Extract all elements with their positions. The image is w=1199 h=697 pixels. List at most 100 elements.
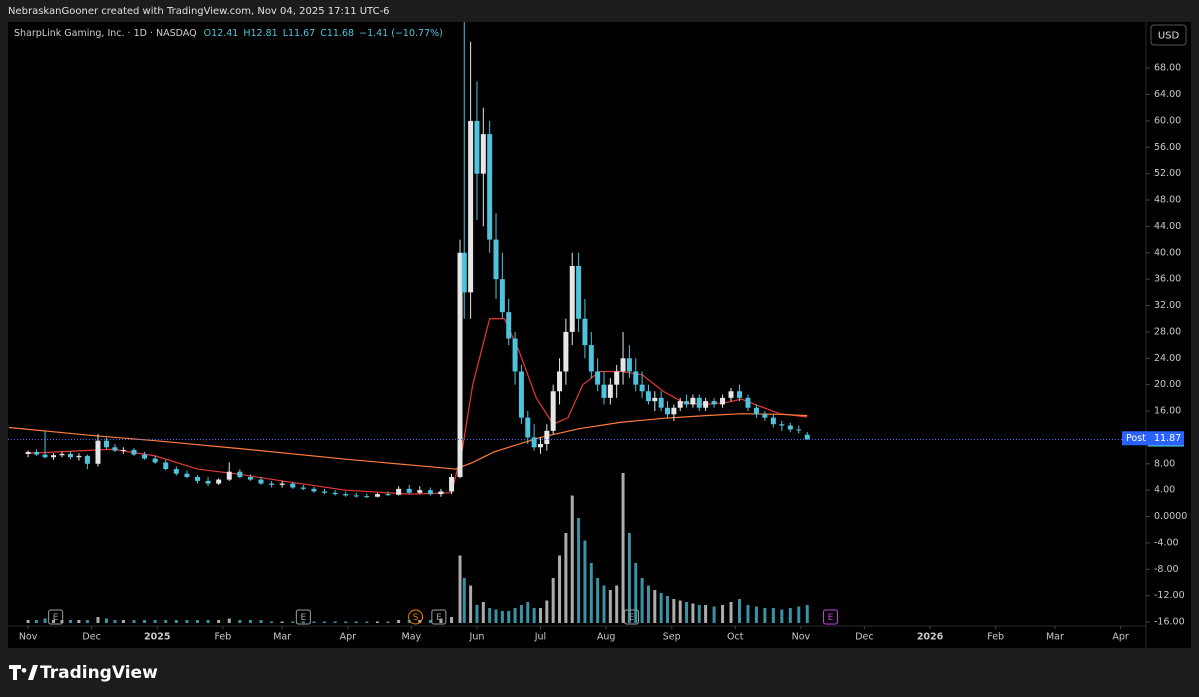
volume-bar — [344, 621, 348, 623]
y-tick-label: 16.00 — [1154, 406, 1181, 417]
candle-body — [406, 488, 412, 493]
volume-bar — [596, 578, 600, 623]
candle-body — [67, 453, 73, 458]
candle-body — [696, 397, 702, 408]
candle-body — [658, 397, 664, 408]
candle-body — [468, 120, 474, 293]
candle-body — [322, 491, 328, 493]
volume-bar — [291, 621, 295, 623]
volume-bar — [805, 605, 809, 623]
y-tick-label: 68.00 — [1154, 63, 1181, 74]
volume-bar — [227, 618, 231, 623]
candle-body — [557, 371, 563, 392]
event-label: E — [53, 613, 59, 623]
volume-bar — [532, 608, 536, 623]
volume-bar — [583, 540, 587, 623]
candle-body — [59, 453, 65, 456]
volume-bar — [77, 620, 81, 623]
candle-body — [438, 491, 444, 495]
candle-body — [601, 384, 607, 398]
candle-body — [194, 476, 200, 481]
candle-body — [703, 401, 709, 408]
candle-body — [163, 462, 169, 470]
volume-bar — [746, 605, 750, 623]
volume-bar — [519, 605, 523, 623]
candle-body — [487, 134, 493, 240]
event-label: E — [436, 613, 442, 623]
x-tick-label: Feb — [214, 632, 231, 643]
post-price-box — [1122, 431, 1184, 446]
candle-body — [417, 490, 423, 493]
candle-body — [120, 449, 126, 451]
y-tick-label: 4.00 — [1154, 485, 1175, 496]
y-tick-label: -4.00 — [1154, 537, 1179, 548]
candle-body — [671, 407, 677, 415]
volume-bar — [577, 518, 581, 623]
volume-bar — [646, 585, 650, 623]
candle-body — [614, 371, 620, 385]
volume-bar — [659, 593, 663, 623]
candle-body — [762, 414, 768, 418]
y-tick-label: -12.00 — [1154, 590, 1185, 601]
volume-bar — [589, 563, 593, 623]
y-tick-label: 0.0000 — [1154, 511, 1187, 522]
legend-open: O12.41 — [204, 28, 239, 39]
legend-low: L11.67 — [283, 28, 316, 39]
candle-body — [343, 494, 349, 496]
y-tick-label: 32.00 — [1154, 300, 1181, 311]
x-tick-label: Jul — [534, 632, 546, 643]
candle-body — [569, 265, 575, 332]
x-tick-label: Oct — [727, 632, 744, 643]
volume-bar — [513, 608, 517, 623]
candle-body — [25, 451, 31, 454]
candle-body — [76, 455, 82, 458]
volume-bar — [797, 606, 801, 623]
plot — [8, 22, 1146, 623]
brand-icon — [9, 665, 38, 680]
candle-body — [474, 120, 480, 174]
candle-body — [745, 397, 751, 408]
candle-body — [480, 134, 486, 174]
currency-button[interactable] — [1150, 24, 1187, 46]
candle-body — [779, 424, 785, 426]
y-tick-label: 24.00 — [1154, 353, 1181, 364]
candle-body — [34, 451, 40, 455]
candle-body — [550, 391, 556, 431]
candle-body — [173, 469, 179, 474]
volume-bar — [558, 555, 562, 623]
candle-body — [512, 338, 518, 372]
volume-bar — [354, 621, 358, 623]
volume-bar — [627, 533, 631, 623]
candle-body — [665, 407, 671, 415]
candle-body — [607, 384, 613, 398]
volume-bar — [640, 578, 644, 623]
candle-body — [804, 434, 810, 440]
candle-body — [374, 494, 380, 497]
candle-body — [728, 391, 734, 398]
x-tick-label: May — [402, 632, 422, 643]
candle-body — [396, 488, 402, 495]
x-tick-label: Nov — [19, 632, 38, 643]
currency-label[interactable]: USD — [1158, 31, 1180, 42]
volume-bar — [788, 608, 792, 623]
event-marker — [295, 609, 311, 625]
legend-change: −1.41 (−10.77%) — [359, 28, 443, 39]
candle-body — [531, 437, 537, 448]
candle-body — [279, 483, 285, 485]
candle-body — [247, 476, 253, 480]
y-tick-label: 8.00 — [1154, 458, 1175, 469]
volume-bar — [164, 620, 168, 623]
candle-body — [506, 312, 512, 339]
volume-bar — [206, 620, 210, 623]
volume-bar — [312, 621, 316, 623]
event-marker — [624, 609, 640, 625]
volume-bar — [526, 602, 530, 623]
candle-body — [461, 252, 467, 293]
x-tick-label: Sep — [663, 632, 681, 643]
candle-body — [576, 265, 582, 319]
volume-bar — [439, 618, 443, 623]
candle-body — [499, 279, 505, 313]
x-tick-label: Dec — [855, 632, 873, 643]
event-marker — [408, 609, 424, 625]
